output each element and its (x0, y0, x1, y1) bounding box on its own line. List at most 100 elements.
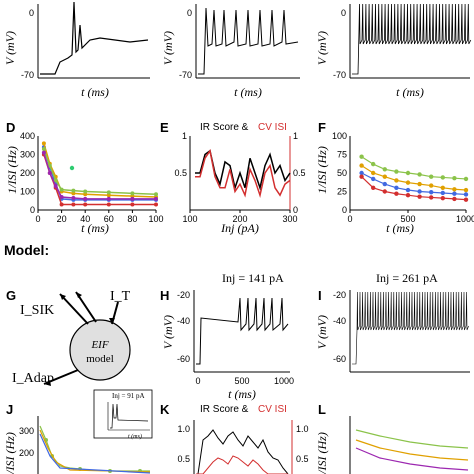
point-D-3-0 (41, 146, 46, 151)
inset-xlabel-j: t (ms) (128, 433, 142, 440)
ytick-F-1: 25 (337, 187, 347, 197)
panel-k: IR Score & CV ISI 1.0 0.5 1.0 0.5 (177, 404, 309, 474)
top-panel-1: 0 -70 V (mV) t (ms) (3, 1, 150, 99)
ytick-top2-0: 0 (187, 8, 192, 18)
svg-text:-60: -60 (177, 354, 190, 364)
point-D-3-6 (106, 190, 111, 195)
fit-F-2 (361, 172, 467, 196)
ytick-top1-0: 0 (29, 8, 34, 18)
fit-F-0 (361, 156, 467, 180)
panel-j: 300 200 1/ISI (Hz) Inj = 91 pA t (ms) (3, 389, 153, 474)
ytick-top3-70: -70 (333, 70, 346, 80)
point-D-3-1 (47, 163, 52, 168)
model-heading: Model: (4, 242, 50, 258)
ytick-E-1: 1 (182, 131, 187, 141)
ylabel-f: 1/ISI (Hz) (315, 146, 329, 194)
panel-label-i: I (318, 288, 322, 303)
panel-l: 1/ISI (Hz) (315, 416, 469, 474)
point-D-1-4 (71, 202, 76, 207)
ylabel-top3: V (mV) (315, 31, 329, 65)
ylabel-top2: V (mV) (161, 31, 175, 65)
ylabel-l: 1/ISI (Hz) (315, 432, 329, 474)
series-D-3 (43, 148, 157, 196)
point-D-4-1 (47, 171, 52, 175)
title-e-part2: CV ISI (258, 122, 287, 133)
xtick-D-1: 20 (57, 214, 67, 224)
ytick-F-0: 0 (342, 205, 347, 215)
point-D-1-5 (83, 202, 88, 207)
current-sik: I_SIK (20, 303, 54, 318)
inset-title-j: Inj = 91 pA (112, 392, 145, 400)
point-D-3-4 (71, 188, 76, 193)
xtick-E-0: 100 (182, 214, 197, 224)
panel-label-h: H (160, 288, 170, 303)
point-D-2-0 (41, 141, 46, 146)
svg-text:-20: -20 (333, 290, 346, 300)
eif-cell (69, 319, 131, 381)
point-D-4-4 (71, 195, 76, 200)
point-D-3-8 (154, 192, 158, 197)
panel-d: 0 20 40 60 80 100 0 100 200 300 400 1/ISI (Hz) t (… (5, 131, 164, 235)
current-it: I_T (110, 289, 131, 304)
point-D-4-8 (154, 196, 158, 201)
fit-F-3 (361, 176, 467, 201)
fit-F-1 (361, 165, 467, 191)
series-E-1 (195, 148, 291, 198)
ytick-D-0: 0 (30, 205, 35, 215)
ytick-D-3: 300 (20, 150, 35, 160)
ytick-top3-0: 0 (341, 8, 346, 18)
title-k-part2: CV ISI (258, 404, 287, 415)
point-D-3-2 (53, 178, 58, 183)
trace-h (196, 297, 289, 365)
xtick-F-1: 500 (400, 214, 415, 224)
panel-label-f: F (318, 120, 326, 135)
xlabel-h: t (ms) (228, 387, 256, 401)
point-D-2-6 (106, 193, 111, 198)
ylabel-h: V (mV) (161, 315, 175, 349)
panel-h: Inj = 141 pA -20 -40 -60 0 500 1000 V (m… (161, 271, 294, 401)
panel-label-e: E (160, 120, 169, 135)
point-D-3-5 (83, 189, 88, 194)
ytick-D-4: 400 (20, 131, 35, 141)
panel-label-k: K (160, 402, 170, 417)
top-panel-2: 0 -70 V (mV) t (ms) (161, 4, 300, 99)
eif-label: EIF (90, 339, 108, 351)
series-j-blue (39, 433, 151, 474)
panel-e: IR Score & CV ISI 100 200 300 0.5 1 0 0.5 1 Inj… (174, 122, 305, 235)
top-panel-3: 0 -70 V (mV) t (ms) (315, 3, 472, 99)
series-E-0 (195, 149, 291, 191)
xlabel-top1: t (ms) (81, 85, 109, 99)
ytick-top2-70: -70 (179, 70, 192, 80)
point-D-4-6 (106, 196, 111, 201)
ylabel-top1: V (mV) (3, 31, 17, 65)
ylabel-j: 1/ISI (Hz) (3, 432, 17, 474)
series-j-orange (39, 429, 151, 473)
xtick-D-5: 100 (148, 214, 163, 224)
point-D-4-0 (41, 150, 46, 155)
trace-top2 (198, 7, 299, 75)
ylabel-d: 1/ISI (Hz) (5, 146, 19, 194)
svg-text:0.5: 0.5 (177, 454, 190, 464)
point-D-1-7 (130, 202, 135, 207)
xtick-F-0: 0 (347, 214, 352, 224)
point-D-outlier (69, 165, 75, 171)
arrow-sik (59, 293, 89, 325)
ytick-F-3: 75 (337, 150, 347, 160)
svg-text:-60: -60 (333, 354, 346, 364)
xlabel-d: t (ms) (81, 221, 109, 235)
point-D-1-3 (59, 202, 64, 207)
xtick-D-3: 60 (104, 214, 114, 224)
point-D-4-5 (83, 196, 88, 201)
panel-label-j: J (6, 402, 14, 417)
point-D-1-8 (154, 202, 158, 207)
xlabel-e: Inj (pA) (220, 221, 259, 235)
title-e-part1: IR Score & (200, 122, 249, 133)
ytick-right-E-0: 0 (293, 205, 298, 215)
panel-f: 0 500 1000 0 25 50 75 100 1/ISI (Hz) t (ms) (315, 131, 474, 235)
xtick-E-1: 200 (232, 214, 247, 224)
point-D-1-6 (106, 202, 111, 207)
point-D-4-7 (130, 196, 135, 201)
title-k-part1: IR Score & (200, 404, 249, 415)
svg-text:-40: -40 (177, 316, 190, 326)
point-D-2-5 (83, 192, 88, 197)
